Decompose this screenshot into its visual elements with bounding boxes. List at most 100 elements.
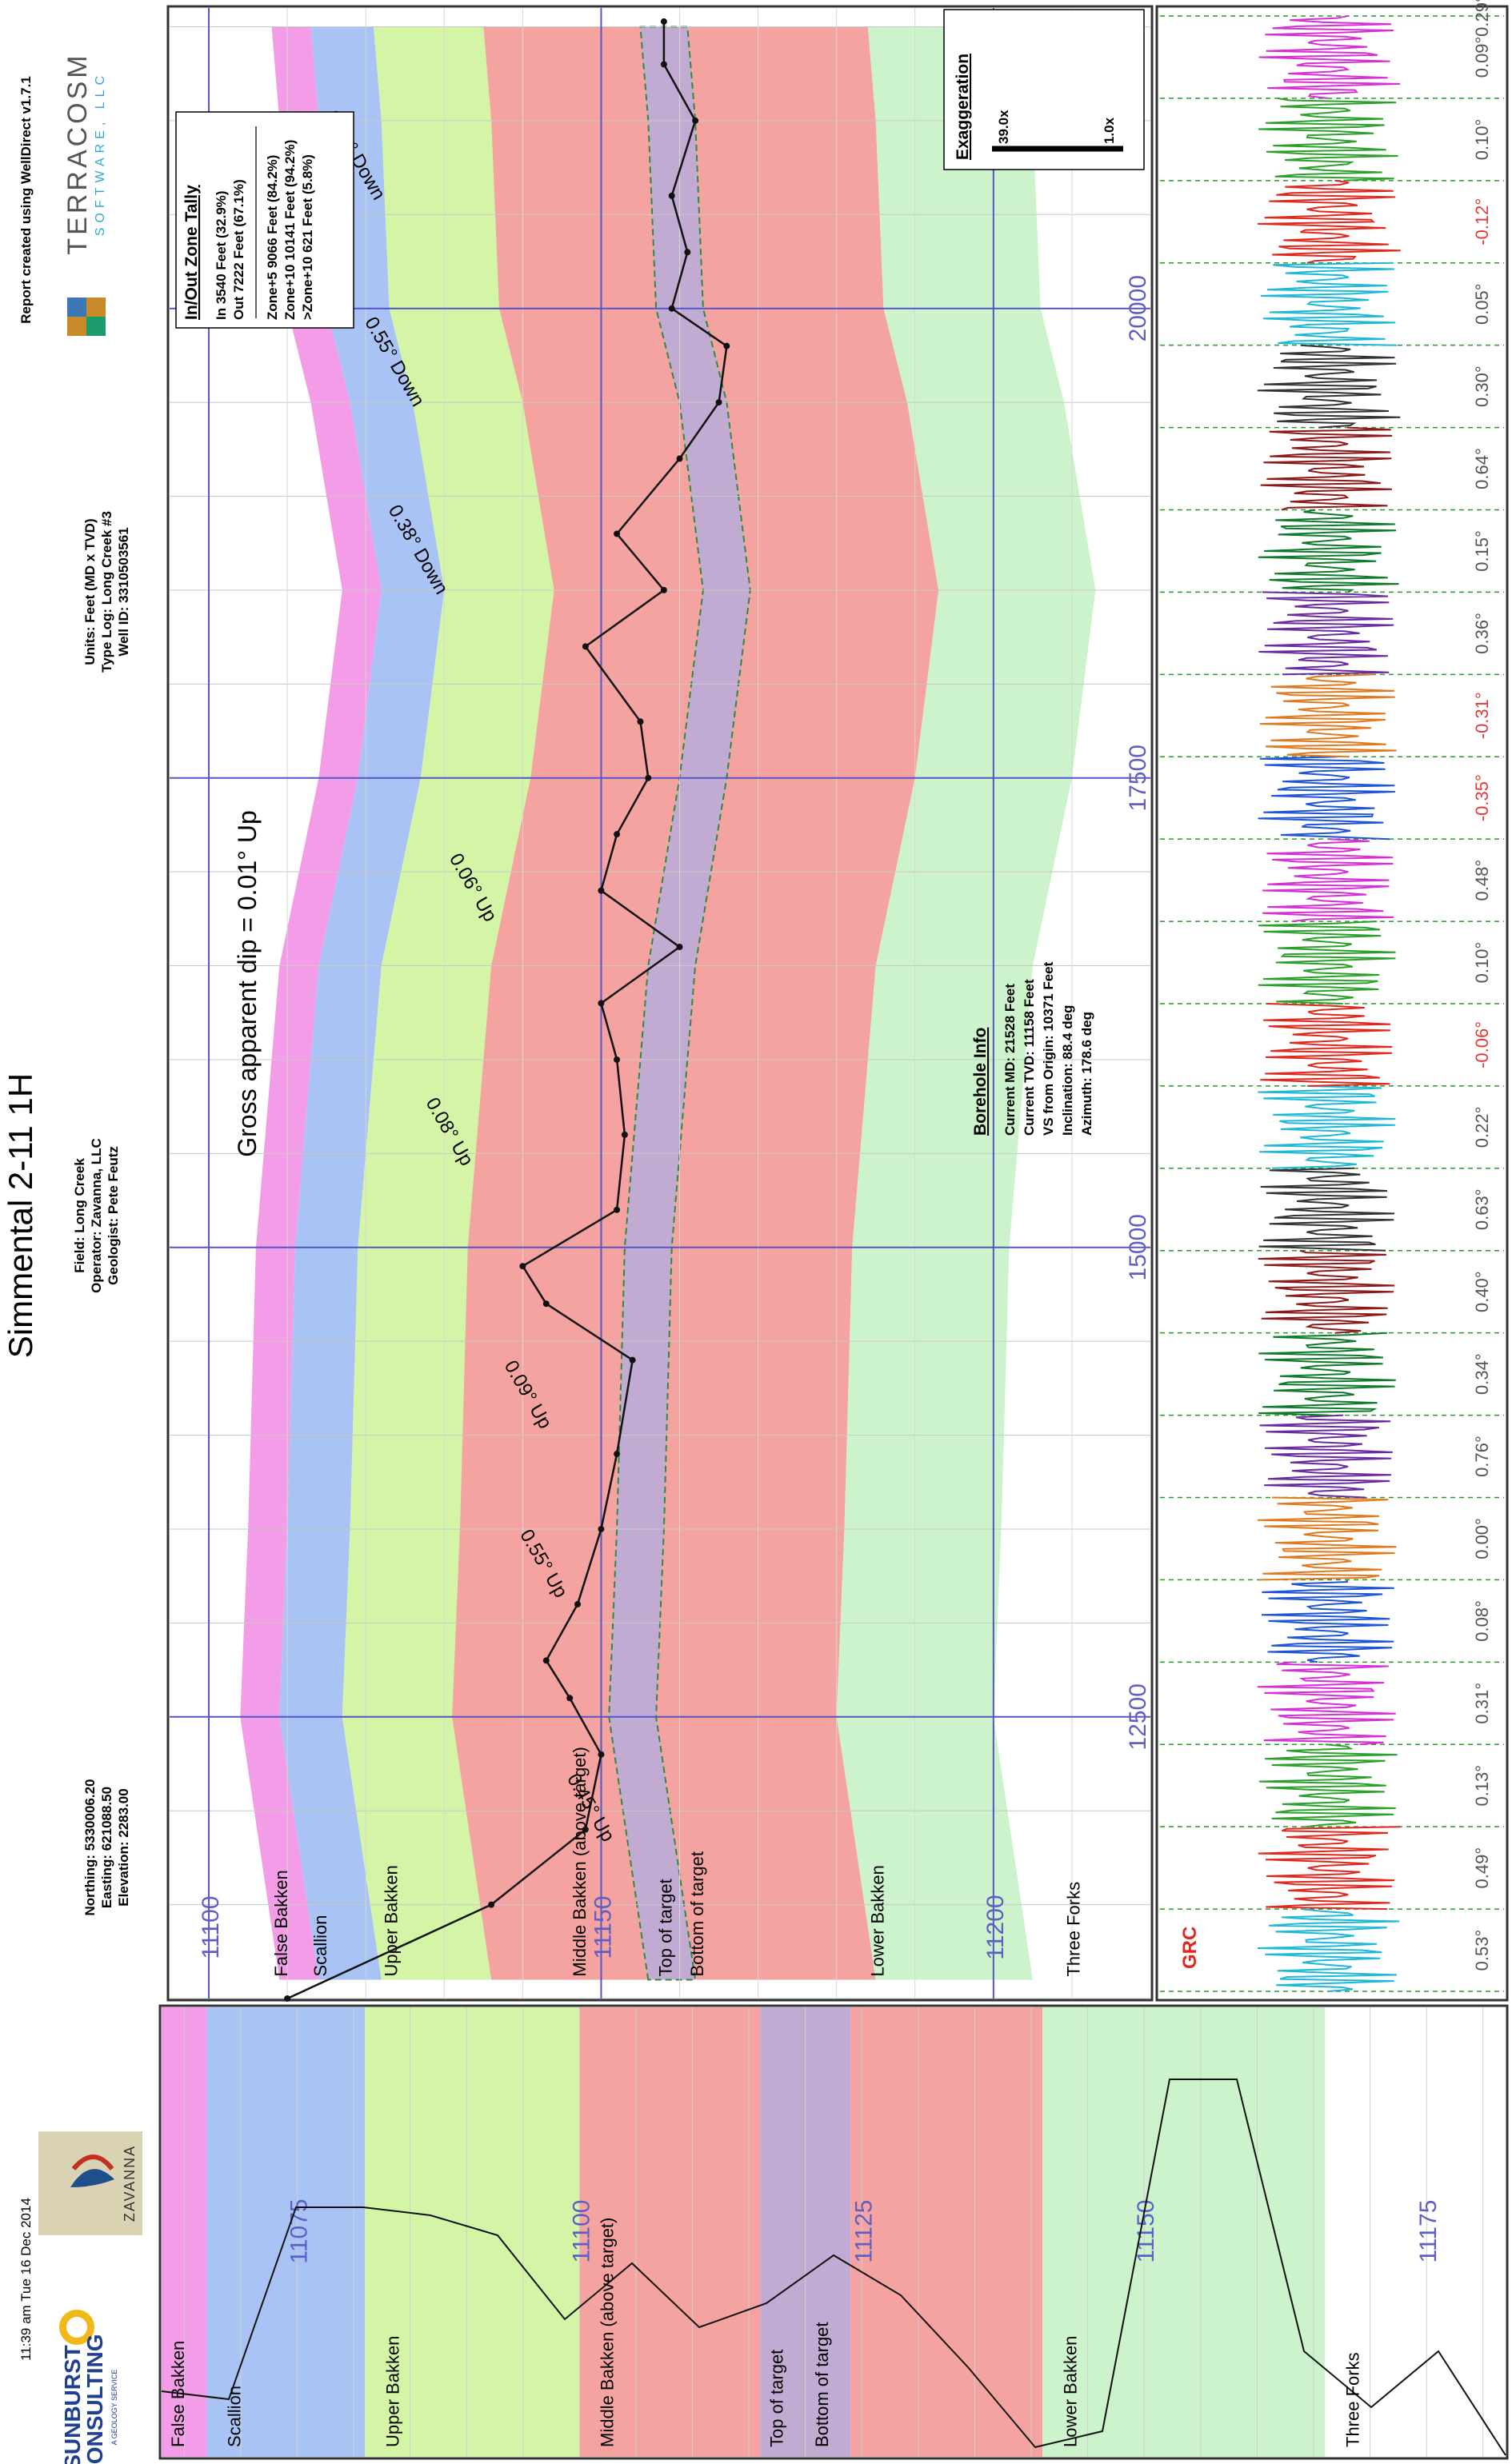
md-tick-label: 20000 [1125,275,1151,341]
northing-text: Northing: 5330006.20 [82,1779,98,1915]
survey-point [723,342,730,349]
field-text: Field: Long Creek [72,1158,87,1273]
gamma-trace-segment [1259,673,1397,758]
zone-label: Lower Bakken [868,1865,888,1976]
tl-upper-bakken [365,2007,580,2457]
survey-point [676,455,683,462]
survey-point [676,944,683,951]
segment-dip-label: 0.15° [1472,530,1492,572]
segment-dip-label: 0.34° [1472,1353,1492,1395]
segment-dip-label: 0.00° [1472,1518,1492,1559]
gamma-trace-segment [1257,1908,1400,1992]
survey-point [629,1356,636,1364]
terracosm-name: TERRACOSM [62,52,93,254]
tally-out: Out 7222 Feet (67.1%) [231,179,246,320]
segment-dip-label: 0.08° [1472,1600,1492,1642]
gamma-trace-segment [1257,1496,1397,1581]
zone-label: Top of target [656,1879,676,1976]
survey-point [542,1657,550,1664]
survey-point [614,831,621,838]
tally-zone10: Zone+10 10141 Feet (94.2%) [282,140,298,320]
units-block: Units: Feet (MD x TVD) Type Log: Long Cr… [82,511,131,673]
type-log-zone-labels: False Bakken Scallion Upper Bakken Middle B… [168,2218,1362,2447]
type-log-text: Type Log: Long Creek #3 [99,511,114,673]
upper-bakken-band [342,26,554,1980]
md-tick-label: 12500 [1125,1683,1151,1750]
type-log-curve [161,2079,1506,2456]
wellbore-path [284,18,730,2002]
segment-dip-label: 0.09° [1472,37,1492,78]
zone-label: Middle Bakken (above target) [570,1747,590,1976]
tl-middle-bakken-lower [850,2007,1043,2457]
tally-in: In 3540 Feet (32.9%) [214,190,229,320]
gamma-trace-segment [1258,15,1401,99]
md-tick-label: 17500 [1125,745,1151,811]
md-tick-label: 15000 [1125,1214,1151,1280]
survey-point [614,1206,621,1213]
elevation-text: Elevation: 2283.00 [116,1788,131,1906]
gamma-trace-segment [1258,1167,1395,1252]
segment-dip-label: -0.31° [1472,692,1492,739]
gamma-trace-segment [1257,344,1401,429]
gamma-trace-segment [1257,1661,1396,1746]
gamma-trace-segment [1260,426,1393,511]
gamma-trace-segment [1258,1826,1401,1911]
borehole-inclination: Inclination: 88.4 deg [1060,1005,1075,1136]
survey-point [566,1695,574,1702]
sunburst-consulting: CONSULTING [82,2334,107,2464]
zone-label: Upper Bakken [381,1865,401,1976]
terracosm-logo: TERRACOSM SOFTWARE, LLC [62,52,107,336]
borehole-vs: VS from Origin: 10371 Feet [1041,961,1056,1136]
type-log-zone-label: Top of target [766,2350,786,2447]
segment-dip-label: 0.13° [1472,1765,1492,1807]
gamma-trace-segment [1258,591,1394,676]
gamma-trace-segment [1258,756,1395,841]
type-log-zone-label: Bottom of target [812,2322,832,2447]
segment-dip-label: 0.40° [1472,1271,1492,1312]
zone-label: Three Forks [1064,1882,1084,1977]
gamma-traces [1257,15,1401,1992]
exaggeration-value: 39.0x [996,110,1011,144]
segment-dip-label: 0.64° [1472,448,1492,489]
cross-section-grid: 12500 15000 17500 20000 11100 11150 11200 [170,8,1151,1999]
zone-label: Scallion [310,1915,330,1976]
gamma-trace-segment [1259,1414,1393,1499]
tally-title: In/Out Zone Tally [182,185,201,320]
type-log-tick-label: 11075 [286,2198,312,2263]
tl-middle-bakken [579,2007,761,2457]
zavanna-logo: ZAVANNA [38,2131,142,2235]
units-text: Units: Feet (MD x TVD) [82,518,98,665]
type-log-zone-label: Middle Bakken (above target) [598,2218,618,2447]
tvd-tick-label: 11100 [198,1896,224,1959]
cross-section-zone-labels: False Bakken Scallion Upper Bakken Middle B… [271,1747,1084,1976]
type-log-tick-label: 11150 [1133,2200,1159,2263]
segment-dip-label: -0.35° [1472,774,1492,821]
gamma-trace-segment [1258,97,1398,182]
survey-point [637,718,644,725]
segment-dip-label: 0.53° [1472,1930,1492,1971]
type-log-tick-label: 11175 [1415,2200,1442,2263]
report-header: Simmental 2-11 1H Northing: 5330006.20 E… [2,52,142,2464]
tally-zone-gt10: >Zone+10 621 Feet (5.8%) [300,154,315,320]
segment-dip-label: -0.06° [1472,1021,1492,1068]
borehole-tvd: Current TVD: 11158 Feet [1022,979,1037,1136]
survey-point [660,61,667,68]
tl-lower-bakken [1042,2007,1326,2457]
survey-point [645,774,652,781]
borehole-md: Current MD: 21528 Feet [1002,984,1018,1136]
survey-point [582,1826,589,1833]
survey-point [598,1751,605,1758]
exaggeration-title: Exaggeration [954,54,972,160]
type-log-zones [162,2007,1506,2457]
cross-section-panel: 12500 15000 17500 20000 11100 11150 11200 Fals… [166,5,1154,2002]
gamma-trace-segment [1262,838,1394,923]
zone-tally: In/Out Zone Tally In 3540 Feet (32.9%) O… [175,111,354,329]
borehole-info: Borehole Info Current MD: 21528 Feet Cur… [971,961,1094,1136]
type-log-zone-label: Scallion [225,2386,245,2447]
segment-dip-label: 0.29° [1472,0,1492,37]
terracosm-sub: SOFTWARE, LLC [94,71,107,236]
gamma-dip-values: 0.53° 0.49° 0.13° 0.31° 0.08° 0.00° 0.76° 0.34°… [1472,0,1492,1971]
segment-dip-label: 0.10° [1472,942,1492,984]
type-log-gamma-curve [161,2079,1506,2456]
created-with-text: Report created using WellDirect v1.7.1 [18,76,34,324]
